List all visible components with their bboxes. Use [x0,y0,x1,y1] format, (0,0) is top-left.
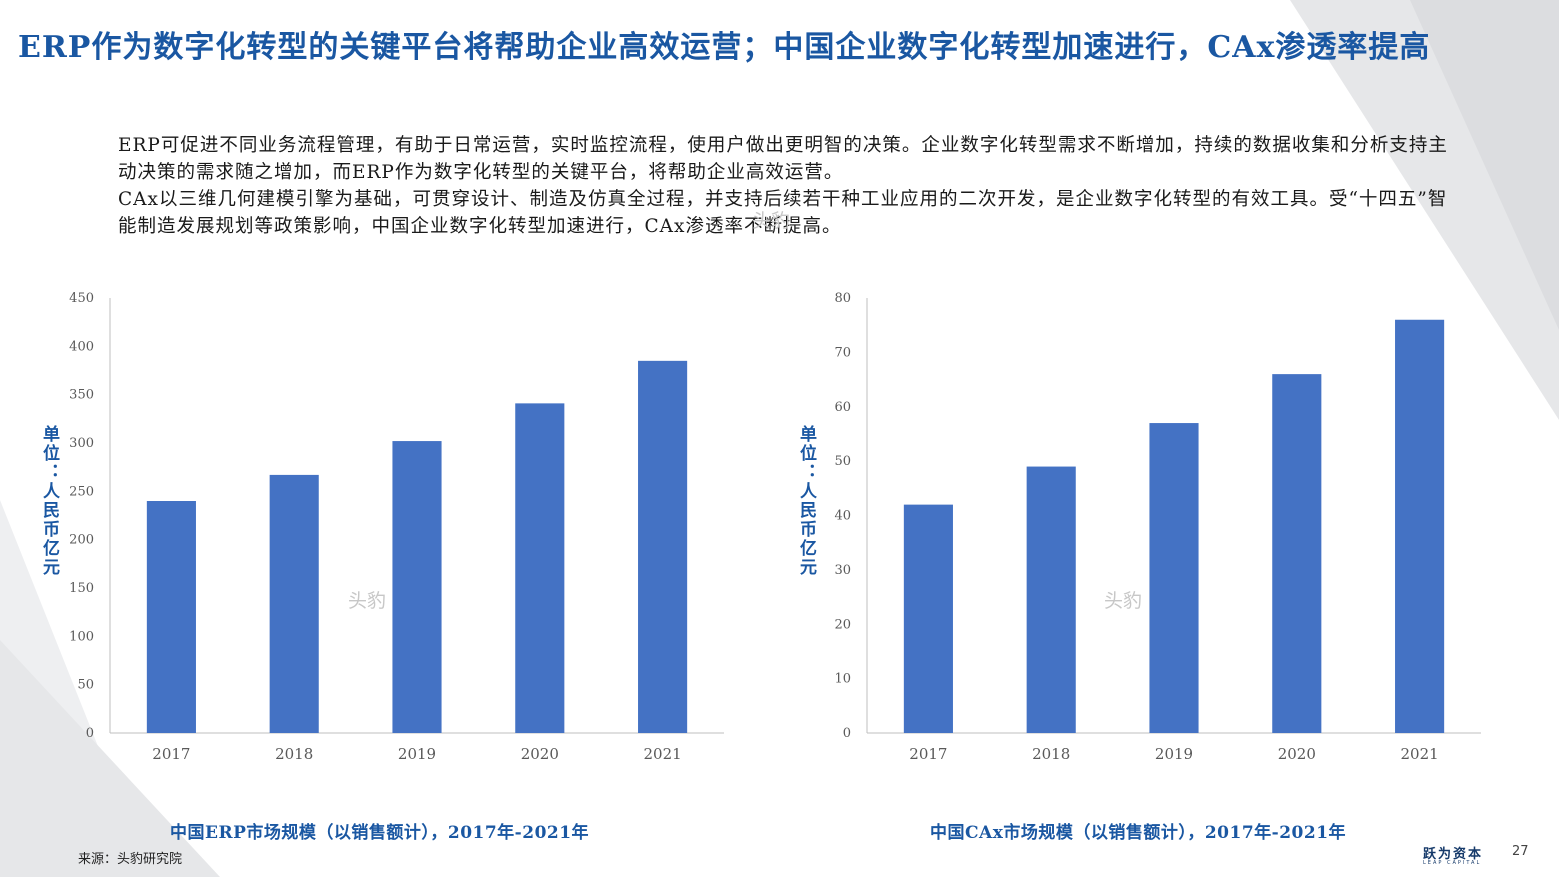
cax-bar-2019 [1149,423,1199,733]
erp-bar-2019 [392,441,442,733]
leap-capital-logo: 跃为资本 LEAP CAPITAL [1423,843,1493,866]
erp-bar-2017 [146,501,196,733]
cax-y-tick-label: 30 [834,563,851,578]
cax-y-tick-label: 40 [834,509,851,524]
erp-x-tick-label: 2018 [275,745,313,763]
cax-y-tick-label: 70 [834,345,851,360]
cax-x-tick-label: 2017 [909,745,947,763]
cax-bar-chart-svg: 0 10 20 30 40 50 60 70 80 2017 2018 2019 2020 2021 [834,291,1481,763]
cax-x-tick-label: 2020 [1278,745,1316,763]
watermark-center: 头豹 [752,210,791,232]
erp-x-tick-label: 2021 [644,745,682,763]
cax-y-tick-label: 20 [834,617,851,632]
cax-bar-2021 [1395,319,1445,733]
watermark-left: 头豹 [348,590,387,612]
cax-x-tick-label: 2019 [1155,745,1193,763]
erp-y-tick-label: 50 [77,678,94,693]
erp-bar-chart-svg: 0 50 100 150 200 250 300 350 400 450 2017 2018 2019 2… [69,291,724,763]
cax-y-tick-label: 0 [843,726,851,741]
slide-title: ERP作为数字化转型的关键平台将帮助企业高效运营；中国企业数字化转型加速进行，C… [18,30,1431,65]
cax-market-chart: 单位：人民币亿元 0 10 20 30 40 50 60 70 80 2017 2018 2019 20… [796,285,1497,775]
cax-x-tick-label: 2021 [1401,745,1439,763]
cax-bar-2018 [1026,466,1076,733]
logo-text: 跃为资本 [1423,847,1484,862]
cax-bar-2017 [903,504,953,733]
erp-bar-2020 [515,403,565,733]
erp-y-tick-label: 450 [69,291,94,306]
erp-y-axis-label: 单位：人民币亿元 [39,425,59,577]
erp-x-tick-label: 2019 [398,745,436,763]
cax-chart-caption: 中国CAx市场规模（以销售额计），2017年-2021年 [930,823,1347,843]
erp-y-tick-label: 0 [86,726,94,741]
page-number: 27 [1512,844,1529,859]
paragraph-cax: CAx以三维几何建模引擎为基础，可贯穿设计、制造及仿真全过程，并支持后续若干种工… [118,189,1448,237]
paragraph-erp: ERP可促进不同业务流程管理，有助于日常运营，实时监控流程，使用户做出更明智的决… [118,135,1448,183]
erp-y-tick-label: 300 [69,436,94,451]
watermark-right: 头豹 [1104,590,1143,612]
cax-y-tick-label: 50 [834,454,851,469]
erp-y-tick-label: 250 [69,484,94,499]
erp-x-tick-label: 2017 [152,745,190,763]
body-text: ERP可促进不同业务流程管理，有助于日常运营，实时监控流程，使用户做出更明智的决… [118,132,1448,240]
cax-y-axis-label: 单位：人民币亿元 [796,425,816,577]
source-note: 来源：头豹研究院 [78,852,183,867]
erp-y-tick-label: 150 [69,581,94,596]
erp-y-tick-label: 350 [69,388,94,403]
logo-subtext: LEAP CAPITAL [1423,860,1482,866]
erp-chart-caption: 中国ERP市场规模（以销售额计），2017年-2021年 [170,823,590,843]
erp-y-tick-label: 100 [69,629,94,644]
cax-bar-2020 [1272,374,1322,733]
erp-x-tick-label: 2020 [521,745,559,763]
erp-bar-2021 [638,360,688,733]
cax-y-tick-label: 60 [834,400,851,415]
cax-y-tick-label: 10 [834,672,851,687]
erp-market-chart: 单位：人民币亿元 0 50 100 150 200 250 300 350 400 450 2017… [39,285,740,775]
erp-y-tick-label: 200 [69,533,94,548]
cax-y-tick-label: 80 [834,291,851,306]
erp-y-tick-label: 400 [69,339,94,354]
erp-bar-2018 [269,474,319,733]
cax-x-tick-label: 2018 [1032,745,1070,763]
